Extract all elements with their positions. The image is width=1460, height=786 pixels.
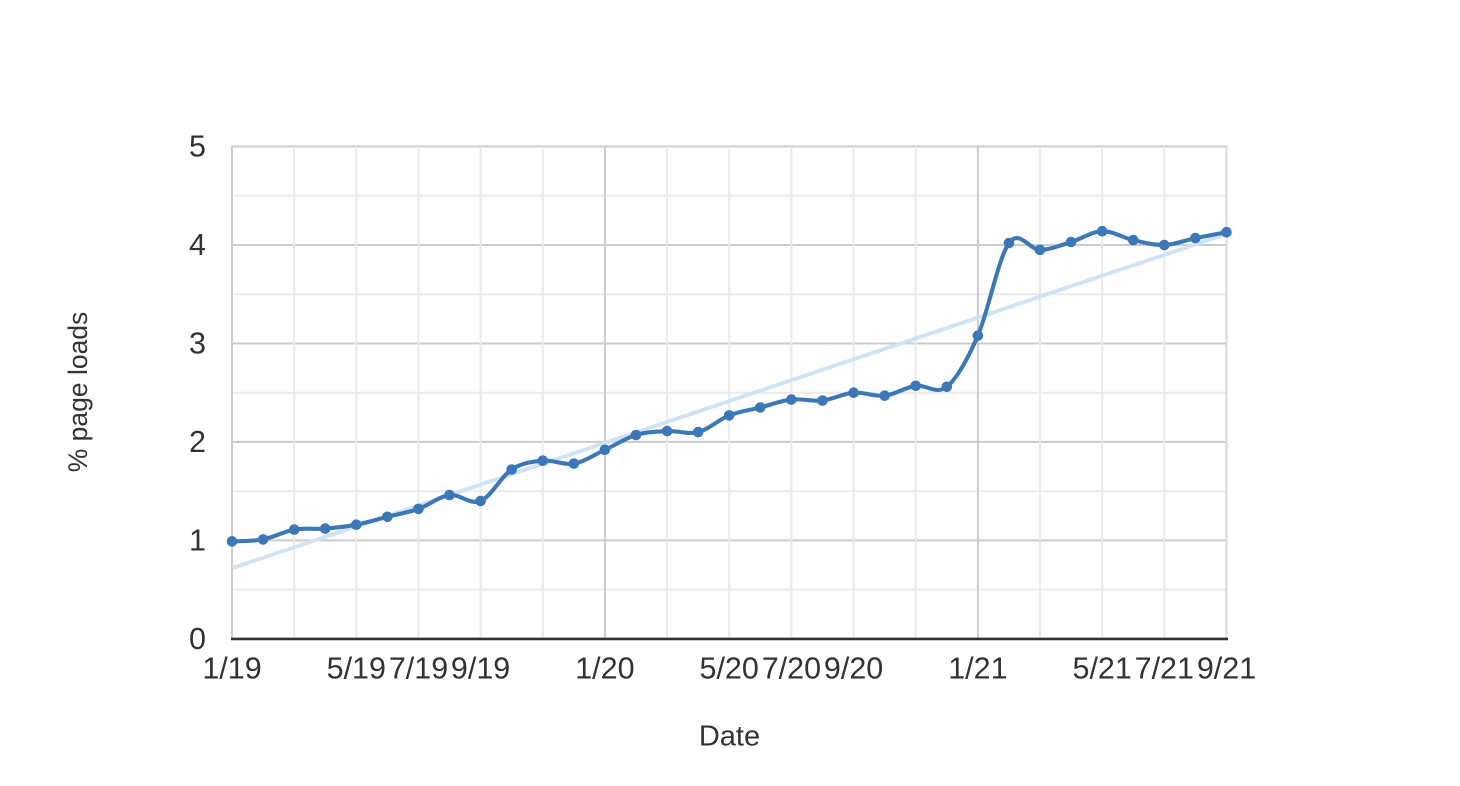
svg-text:1/20: 1/20 [575, 652, 634, 686]
svg-text:7/21: 7/21 [1135, 652, 1194, 686]
svg-text:4: 4 [189, 228, 206, 262]
svg-text:5/21: 5/21 [1073, 652, 1132, 686]
svg-text:5: 5 [189, 130, 206, 164]
svg-text:% page loads: % page loads [63, 312, 93, 473]
svg-text:7/20: 7/20 [762, 652, 821, 686]
svg-text:5/20: 5/20 [700, 652, 759, 686]
svg-text:1/19: 1/19 [202, 652, 261, 686]
svg-text:1: 1 [189, 523, 206, 557]
svg-text:5/19: 5/19 [327, 652, 386, 686]
svg-text:9/19: 9/19 [451, 652, 510, 686]
svg-text:1/21: 1/21 [948, 652, 1007, 686]
svg-text:0: 0 [189, 622, 206, 656]
svg-text:9/21: 9/21 [1197, 652, 1256, 686]
svg-text:Date: Date [699, 721, 760, 753]
svg-text:2: 2 [189, 425, 206, 459]
svg-text:9/20: 9/20 [824, 652, 883, 686]
svg-text:7/19: 7/19 [389, 652, 448, 686]
svg-text:3: 3 [189, 327, 206, 361]
